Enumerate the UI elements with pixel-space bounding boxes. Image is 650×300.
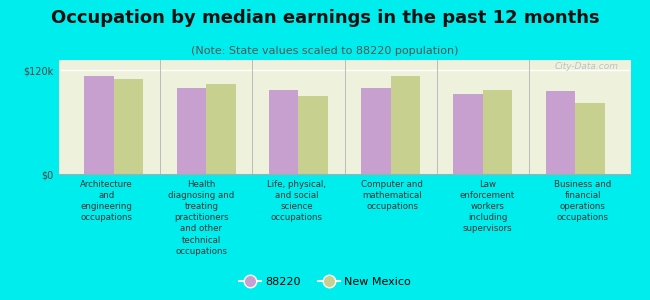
Bar (545, 91, 575, 174)
Bar (361, 88, 391, 174)
Text: Law
enforcement
workers
including
supervisors: Law enforcement workers including superv… (460, 180, 515, 233)
Bar (575, 103, 604, 174)
Text: Architecture
and
engineering
occupations: Architecture and engineering occupations (80, 180, 133, 222)
Text: Life, physical,
and social
science
occupations: Life, physical, and social science occup… (267, 180, 326, 222)
Text: City-Data.com: City-Data.com (555, 62, 619, 71)
Text: Business and
financial
operations
occupations: Business and financial operations occupa… (554, 180, 612, 222)
Text: Health
diagnosing and
treating
practitioners
and other
technical
occupations: Health diagnosing and treating practitio… (168, 180, 235, 256)
Bar (391, 76, 420, 174)
Text: Occupation by median earnings in the past 12 months: Occupation by median earnings in the pas… (51, 9, 599, 27)
Bar (114, 79, 144, 174)
Bar (269, 90, 298, 174)
Text: (Note: State values scaled to 88220 population): (Note: State values scaled to 88220 popu… (191, 46, 459, 56)
Text: Computer and
mathematical
occupations: Computer and mathematical occupations (361, 180, 423, 211)
Bar (206, 84, 236, 174)
Bar (298, 96, 328, 174)
Bar (483, 90, 512, 174)
Legend: 88220, New Mexico: 88220, New Mexico (235, 273, 415, 291)
Bar (453, 94, 483, 174)
Bar (84, 76, 114, 174)
Bar (177, 88, 206, 174)
